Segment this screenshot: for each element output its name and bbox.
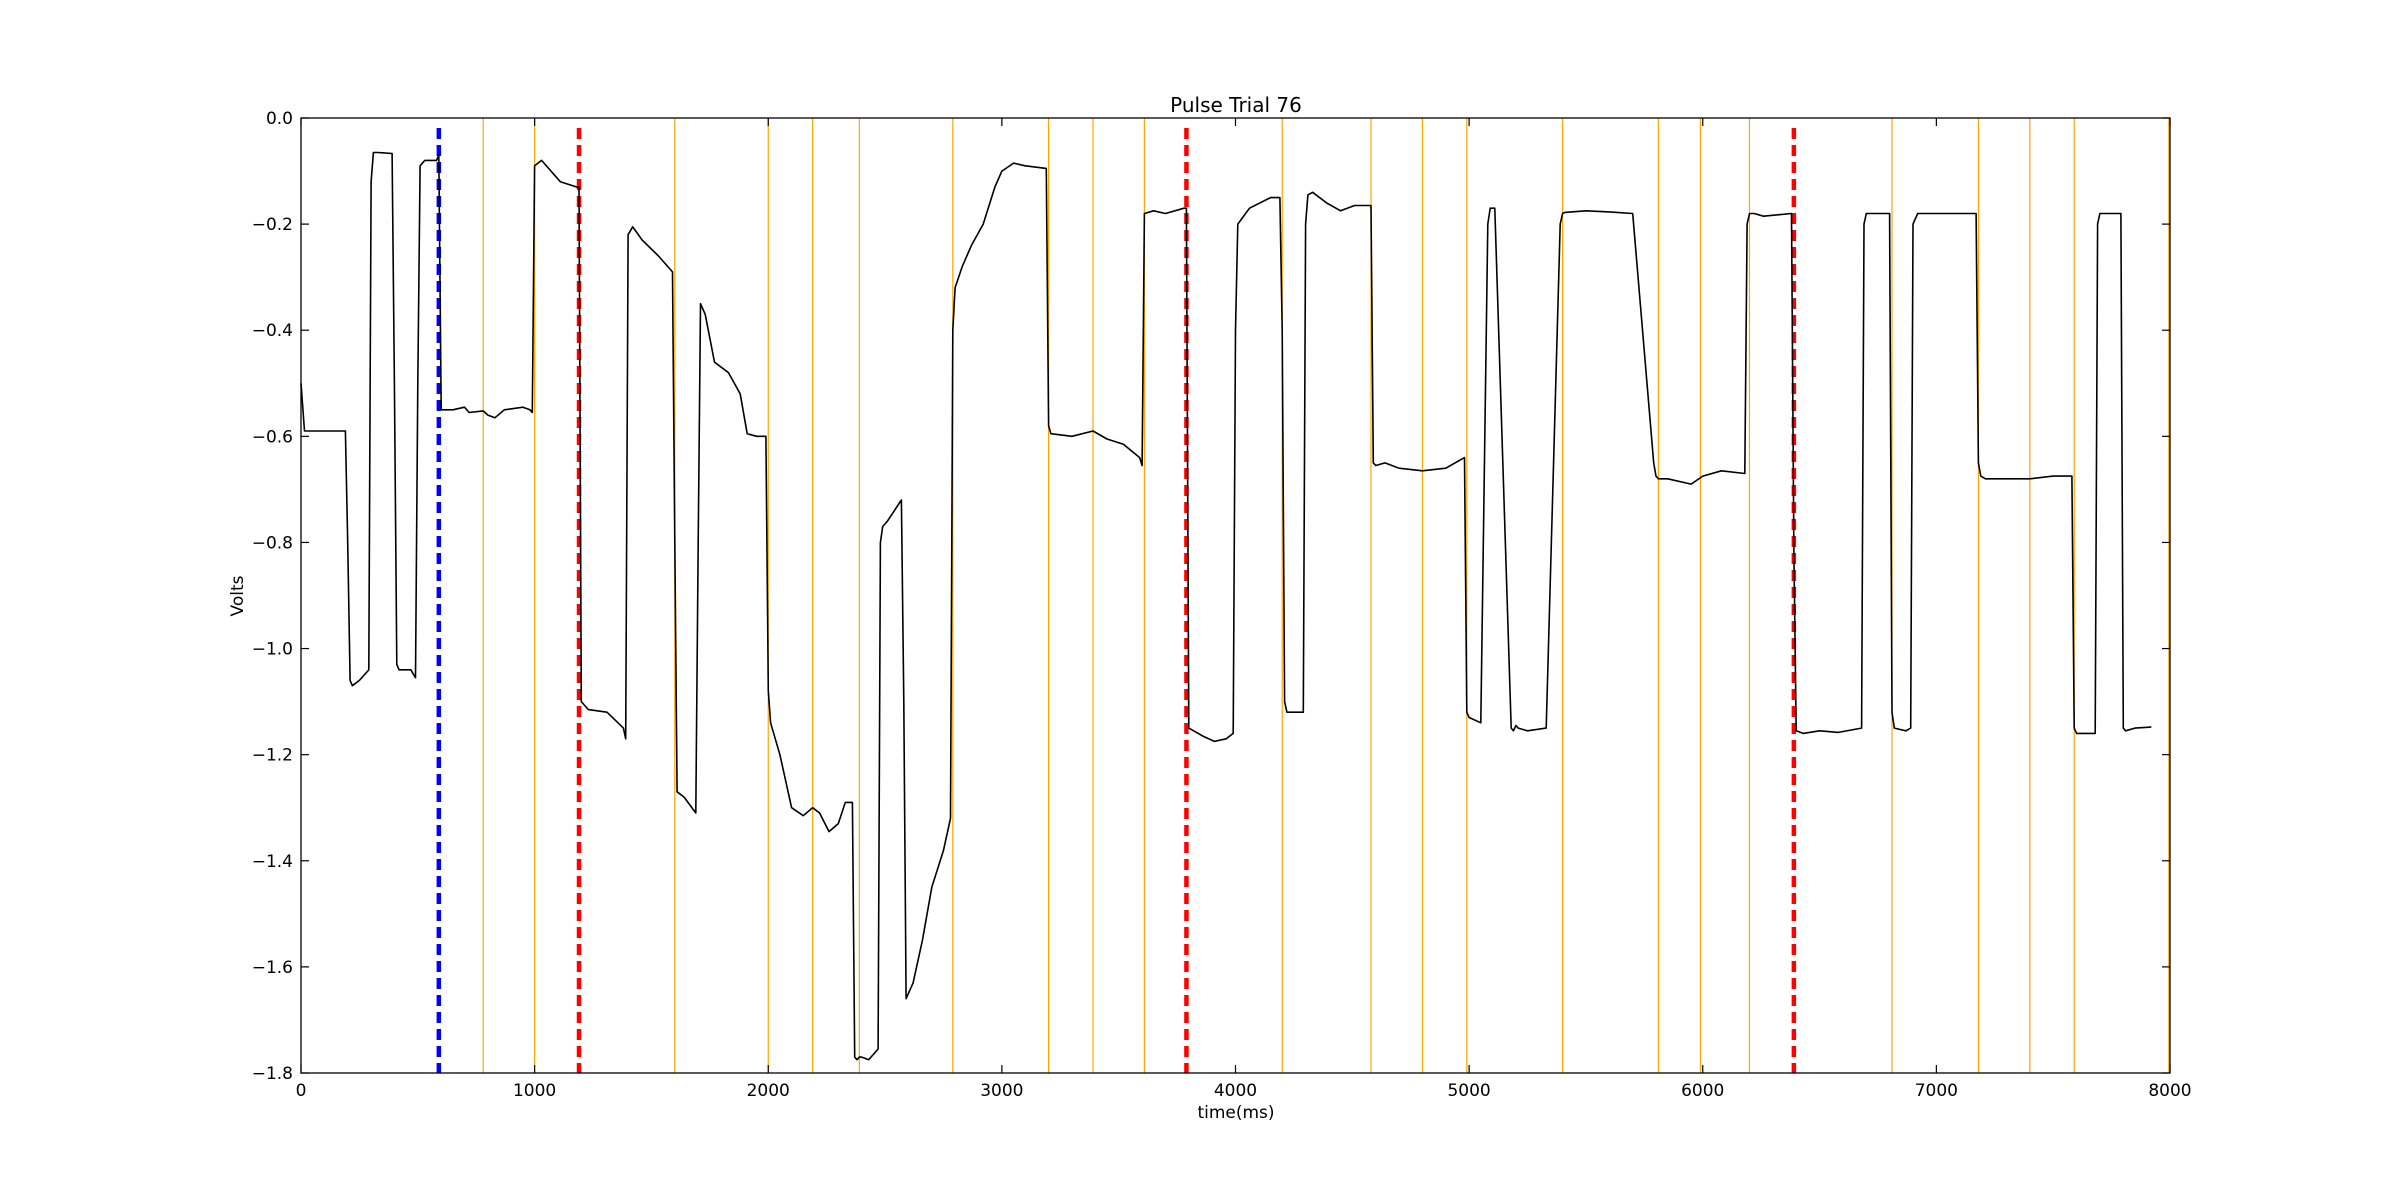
y-axis: 0.0 −0.2 −0.4 −0.6 −0.8 −1.0 −1.2 −1.4 −1.6 −1.8 — [252, 109, 2170, 1084]
y-tick-label: −1.8 — [252, 1064, 293, 1084]
y-tick-label: 0.0 — [266, 109, 293, 129]
x-tick-label: 7000 — [1915, 1081, 1958, 1101]
y-tick-label: −0.6 — [252, 427, 293, 447]
x-tick-label: 6000 — [1681, 1081, 1724, 1101]
chart-title: Pulse Trial 76 — [1170, 93, 1302, 117]
marker-lines — [436, 128, 1797, 1073]
voltage-trace — [300, 151, 2152, 1061]
y-tick-label: −0.4 — [252, 321, 293, 341]
y-tick-label: −1.4 — [252, 852, 293, 872]
x-tick-label: 4000 — [1214, 1081, 1257, 1101]
y-axis-label: Volts — [228, 575, 248, 616]
y-tick-label: −1.6 — [252, 958, 293, 978]
y-tick-label: −0.8 — [252, 533, 293, 553]
x-tick-label: 2000 — [747, 1081, 790, 1101]
x-axis: 0 1000 2000 3000 4000 5000 6000 7000 8000 — [296, 118, 2192, 1101]
y-tick-label: −1.0 — [252, 640, 293, 660]
x-tick-label: 8000 — [2148, 1081, 2191, 1101]
x-axis-label: time(ms) — [1197, 1103, 1274, 1123]
event-lines — [482, 118, 2170, 1073]
x-tick-label: 5000 — [1447, 1081, 1490, 1101]
x-tick-label: 0 — [296, 1081, 307, 1101]
y-tick-label: −1.2 — [252, 746, 293, 766]
x-tick-label: 3000 — [980, 1081, 1023, 1101]
x-tick-label: 1000 — [513, 1081, 556, 1101]
y-tick-label: −0.2 — [252, 215, 293, 235]
